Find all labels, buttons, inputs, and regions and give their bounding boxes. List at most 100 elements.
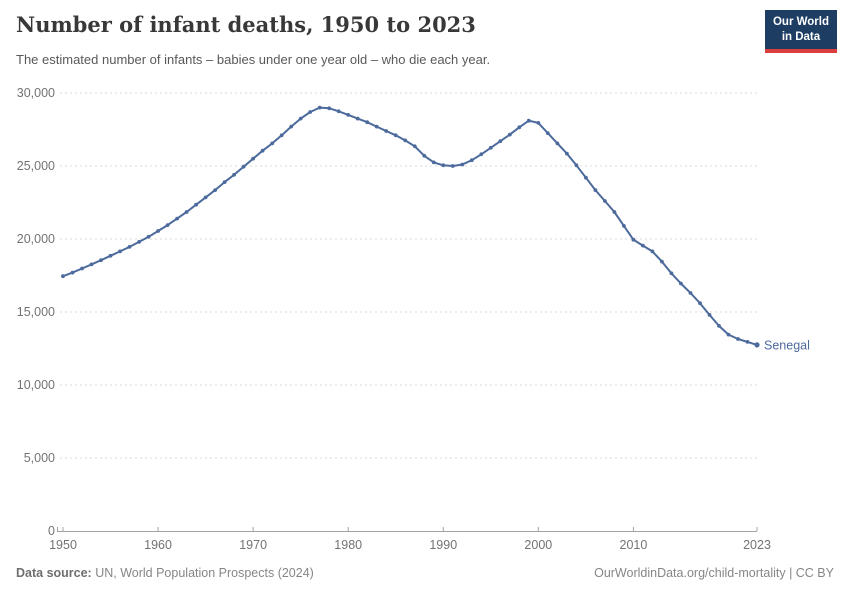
data-line xyxy=(62,106,758,346)
data-source-label: Data source: xyxy=(16,566,92,580)
data-point-marker xyxy=(555,141,560,146)
data-point-marker xyxy=(403,138,408,143)
data-point-marker xyxy=(327,106,332,111)
data-point-marker xyxy=(317,105,322,110)
data-point-marker xyxy=(603,199,607,203)
data-point-marker xyxy=(441,163,446,168)
data-point-marker xyxy=(308,110,313,114)
data-point-marker xyxy=(479,152,484,157)
data-point-marker xyxy=(289,124,294,129)
data-point-marker xyxy=(118,249,122,254)
data-source-text: UN, World Population Prospects (2024) xyxy=(91,566,314,580)
y-tick-label: 0 xyxy=(48,524,55,538)
data-point-marker xyxy=(213,188,218,193)
data-point-marker xyxy=(593,188,598,193)
data-point-marker xyxy=(754,342,760,348)
data-point-marker xyxy=(422,153,427,158)
data-point-marker xyxy=(565,151,569,156)
data-point-marker xyxy=(412,144,417,149)
data-point-marker xyxy=(622,224,626,228)
y-tick-label: 20,000 xyxy=(17,232,55,246)
data-point-marker xyxy=(574,163,579,168)
x-tick-label: 1990 xyxy=(429,538,457,552)
data-point-marker xyxy=(99,258,103,263)
data-point-marker xyxy=(89,262,94,267)
data-point-marker xyxy=(165,223,170,228)
data-point-marker xyxy=(70,270,75,275)
y-tick-label: 15,000 xyxy=(17,305,55,319)
chart-footer: Data source: UN, World Population Prospe… xyxy=(0,566,850,580)
data-point-marker xyxy=(355,116,360,121)
data-point-marker xyxy=(175,216,180,221)
y-tick-label: 25,000 xyxy=(17,159,55,173)
data-point-marker xyxy=(507,132,512,137)
data-point-marker xyxy=(431,160,436,165)
data-point-marker xyxy=(536,121,541,125)
data-point-marker xyxy=(745,340,750,344)
y-tick-label: 10,000 xyxy=(17,378,55,392)
x-tick-label: 2010 xyxy=(620,538,648,552)
data-point-marker xyxy=(260,148,265,153)
x-tick-label: 2000 xyxy=(524,538,552,552)
x-tick-label: 1980 xyxy=(334,538,362,552)
footer-link[interactable]: OurWorldinData.org/child-mortality | CC … xyxy=(594,566,834,580)
owid-logo-line2: in Data xyxy=(781,30,821,43)
data-point-marker xyxy=(232,172,237,177)
data-point-marker xyxy=(650,249,655,254)
owid-logo[interactable]: Our World in Data xyxy=(764,10,837,53)
data-point-marker xyxy=(469,158,474,163)
x-tick-label: 2023 xyxy=(743,538,771,552)
data-point-marker xyxy=(498,139,503,144)
data-point-marker xyxy=(736,337,740,341)
data-point-marker xyxy=(146,234,151,239)
chart-subtitle: The estimated number of infants – babies… xyxy=(16,52,491,67)
data-point-marker xyxy=(336,109,341,114)
data-point-marker xyxy=(726,332,731,337)
series-label[interactable]: Senegal xyxy=(764,338,810,352)
data-point-marker xyxy=(698,301,702,306)
data-point-marker xyxy=(679,281,683,286)
data-point-marker xyxy=(612,210,617,214)
x-tick-label: 1950 xyxy=(49,538,77,552)
data-point-marker xyxy=(517,125,522,130)
data-point-marker xyxy=(251,156,256,161)
data-point-marker xyxy=(279,133,284,138)
data-point-marker xyxy=(127,245,132,249)
data-point-marker xyxy=(374,124,379,129)
y-tick-label: 5,000 xyxy=(24,451,55,465)
data-point-marker xyxy=(384,129,389,133)
y-tick-label: 30,000 xyxy=(17,86,55,100)
data-point-marker xyxy=(584,175,588,180)
x-tick-label: 1970 xyxy=(239,538,267,552)
data-point-marker xyxy=(184,210,189,214)
data-point-marker xyxy=(365,120,370,125)
data-point-marker xyxy=(488,145,493,150)
data-point-marker xyxy=(660,259,664,264)
data-point-marker xyxy=(717,324,721,328)
data-point-marker xyxy=(450,164,455,168)
data-point-marker xyxy=(460,162,465,167)
data-point-marker xyxy=(61,274,65,279)
data-point-marker xyxy=(669,271,674,276)
data-point-marker xyxy=(393,133,398,138)
data-point-marker xyxy=(270,141,275,146)
data-point-marker xyxy=(222,180,227,185)
owid-logo-line1: Our World xyxy=(772,16,829,28)
data-point-marker xyxy=(80,266,84,271)
data-point-marker xyxy=(346,113,351,117)
data-point-marker xyxy=(156,229,161,233)
data-point-marker xyxy=(526,118,531,123)
x-tick-label: 1960 xyxy=(144,538,172,552)
data-point-marker xyxy=(194,202,199,207)
data-point-marker xyxy=(707,313,712,317)
data-source: Data source: UN, World Population Prospe… xyxy=(16,566,314,580)
data-point-marker xyxy=(298,116,303,121)
data-point-marker xyxy=(641,243,645,248)
chart-title: Number of infant deaths, 1950 to 2023 xyxy=(16,12,476,37)
data-point-marker xyxy=(108,253,113,258)
data-point-marker xyxy=(545,131,550,136)
data-point-marker xyxy=(203,195,208,200)
data-point-marker xyxy=(137,240,142,244)
